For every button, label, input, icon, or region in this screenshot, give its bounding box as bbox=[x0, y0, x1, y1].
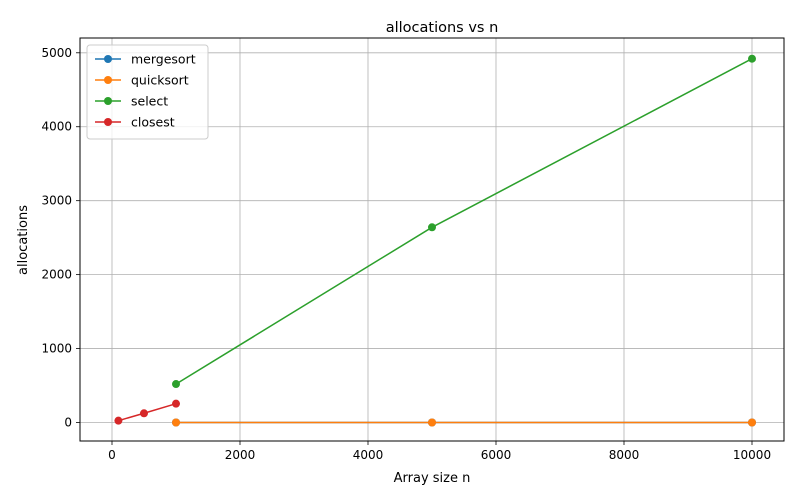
x-tick-label: 10000 bbox=[733, 448, 771, 462]
legend-marker bbox=[104, 118, 112, 126]
legend-box bbox=[86, 44, 209, 140]
chart-title: allocations vs n bbox=[386, 20, 499, 36]
legend-label: closest bbox=[131, 115, 175, 130]
series-layer bbox=[114, 54, 756, 427]
y-tick-label: 3000 bbox=[41, 194, 72, 208]
x-tick-label: 6000 bbox=[481, 448, 512, 462]
y-tick-label: 0 bbox=[64, 416, 72, 430]
data-point-closest bbox=[140, 409, 148, 418]
x-axis-ticks: 0 2000 4000 6000 8000 10000 bbox=[108, 441, 771, 462]
data-point-quicksort bbox=[748, 418, 756, 427]
y-tick-label: 2000 bbox=[41, 268, 72, 282]
data-point-select bbox=[428, 223, 436, 232]
y-axis-ticks: 0 1000 2000 3000 4000 5000 bbox=[41, 46, 80, 430]
series-closest bbox=[114, 399, 180, 425]
legend-label: quicksort bbox=[131, 73, 189, 88]
y-tick-label: 5000 bbox=[41, 46, 72, 60]
x-tick-label: 2000 bbox=[225, 448, 256, 462]
data-point-closest bbox=[172, 399, 180, 408]
legend-item-quicksort: quicksort bbox=[95, 73, 189, 88]
data-point-quicksort bbox=[428, 418, 436, 427]
series-quicksort bbox=[172, 418, 756, 427]
y-tick-label: 1000 bbox=[41, 342, 72, 356]
plot-frame bbox=[79, 37, 785, 442]
series-line-select bbox=[175, 58, 753, 385]
y-tick-label: 4000 bbox=[41, 120, 72, 134]
series-select bbox=[172, 54, 756, 389]
data-point-select bbox=[748, 54, 756, 63]
legend-marker bbox=[104, 76, 112, 84]
legend-label: mergesort bbox=[131, 52, 196, 67]
legend: mergesort quicksort select closest bbox=[86, 44, 209, 140]
legend-label: select bbox=[131, 94, 168, 109]
y-axis-label: allocations bbox=[16, 205, 31, 275]
legend-marker bbox=[104, 97, 112, 105]
x-tick-label: 4000 bbox=[353, 448, 384, 462]
x-tick-label: 8000 bbox=[609, 448, 640, 462]
legend-item-select: select bbox=[95, 94, 168, 109]
data-point-select bbox=[172, 380, 180, 389]
legend-item-closest: closest bbox=[95, 115, 175, 130]
x-tick-label: 0 bbox=[108, 448, 116, 462]
legend-marker bbox=[104, 55, 112, 63]
legend-item-mergesort: mergesort bbox=[95, 52, 196, 67]
data-point-closest bbox=[114, 416, 123, 425]
data-point-quicksort bbox=[172, 418, 180, 427]
x-axis-label: Array size n bbox=[394, 471, 471, 486]
